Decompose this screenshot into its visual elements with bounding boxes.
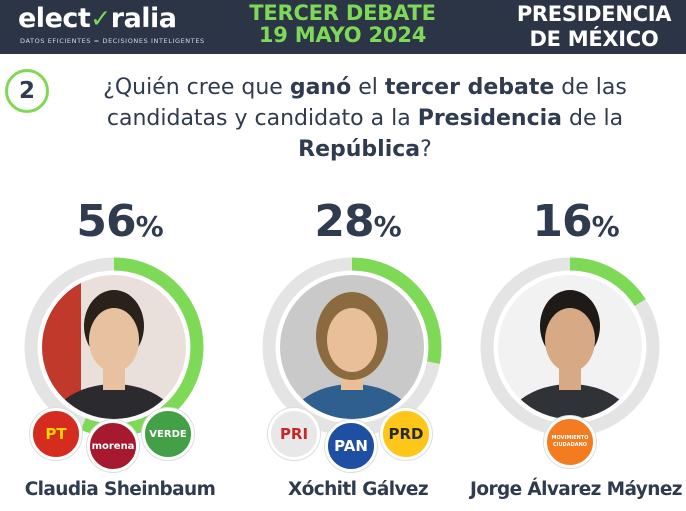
candidate-photo [498, 275, 642, 419]
party-logo: MOVIMIENTO CIUDADANO [544, 416, 596, 468]
percent-sign: % [591, 210, 620, 243]
percentage-value: 16 [532, 196, 592, 247]
logo-text-start: elect [18, 3, 91, 34]
header-bar: elect✓ralia DATOS EFICIENTES = DECISIONE… [0, 0, 686, 54]
presidency-line-1: PRESIDENCIA [516, 2, 672, 26]
debate-line-1: TERCER DEBATE [249, 1, 436, 25]
percentage-value: 56 [76, 196, 136, 247]
candidate-card: 16% MOVIMIENTO CIUDADANO Jorge Álvarez Máy… [466, 196, 686, 506]
party-logos: PRI PAN PRD [248, 406, 468, 476]
brand-logo: elect✓ralia [18, 3, 177, 34]
donut-ring [480, 257, 660, 437]
candidate-name: Claudia Sheinbaum [24, 479, 216, 500]
q-part-1: ¿Quién cree que [103, 75, 290, 100]
party-logo: PRI [268, 408, 320, 460]
party-logo-label: PAN [334, 437, 368, 455]
q-part-5: ? [420, 137, 432, 162]
party-logos: MOVIMIENTO CIUDADANO [466, 406, 686, 476]
q-part-4: de la [562, 106, 624, 131]
party-logo-label: MOVIMIENTO CIUDADANO [551, 435, 589, 448]
percentage-label: 28% [248, 196, 468, 247]
party-logo-label: PRD [388, 425, 424, 443]
party-logo: PRD [380, 408, 432, 460]
donut-ring [262, 257, 442, 437]
question-text: ¿Quién cree que ganó el tercer debate de… [60, 72, 670, 165]
party-logo-label: PRI [279, 425, 309, 443]
candidate-card: 28% PRI PAN PRD Xóchitl Gálvez [248, 196, 468, 506]
party-logo: PT [30, 408, 82, 460]
q-bold-1: ganó [289, 75, 352, 100]
q-part-3: de las candidatas y candidato a la [106, 75, 627, 131]
party-logo: VERDE [142, 408, 194, 460]
percentage-label: 16% [466, 196, 686, 247]
percentage-label: 56% [10, 196, 230, 247]
debate-line-2: 19 MAYO 2024 [258, 23, 427, 47]
checkmark-icon: ✓ [90, 4, 111, 33]
candidate-card: 56% PT morena VERDE Claudia Sheinbaum [10, 196, 230, 506]
presidency-line-2: DE MÉXICO [529, 27, 659, 51]
party-logos: PT morena VERDE [10, 406, 230, 476]
candidate-photo [280, 275, 424, 419]
percentage-value: 28 [314, 196, 374, 247]
party-logo-label: PT [45, 425, 67, 443]
ring-value-arc [262, 257, 442, 437]
presidency-title: PRESIDENCIA DE MÉXICO [505, 2, 683, 52]
candidate-name: Jorge Álvarez Máynez [470, 479, 683, 500]
party-logo-label: VERDE [149, 428, 187, 440]
party-logo: PAN [325, 420, 377, 472]
debate-title: TERCER DEBATE 19 MAYO 2024 [220, 2, 465, 46]
q-bold-4: República [298, 137, 421, 162]
candidate-name: Xóchitl Gálvez [287, 479, 429, 500]
party-logo: morena [87, 420, 139, 472]
ring-value-arc [480, 257, 660, 437]
logo-text-end: ralia [110, 3, 177, 34]
party-logo-label: morena [91, 440, 135, 452]
q-part-2: el [351, 75, 385, 100]
tagline: DATOS EFICIENTES = DECISIONES INTELIGENT… [20, 37, 205, 45]
q-bold-2: tercer debate [384, 75, 555, 100]
q-bold-3: Presidencia [417, 106, 562, 131]
percent-sign: % [135, 210, 164, 243]
question-number-badge: 2 [5, 69, 49, 113]
percent-sign: % [373, 210, 402, 243]
